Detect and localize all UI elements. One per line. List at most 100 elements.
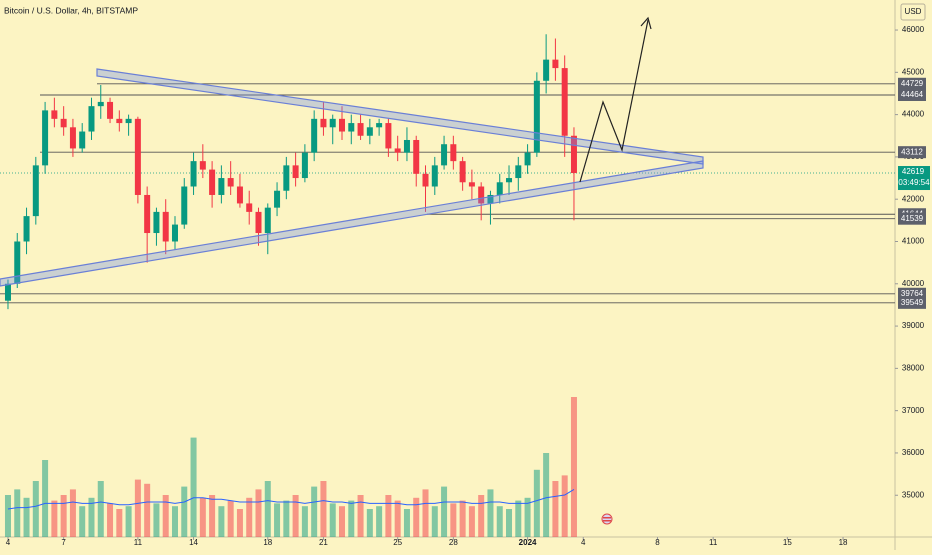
x-tick-label: 15 [783,538,792,547]
candle-body [348,123,355,132]
volume-bar [134,479,141,537]
volume-bar [107,503,114,537]
volume-bar [4,495,11,537]
volume-bar [570,397,577,537]
x-tick-label: 28 [449,538,458,547]
x-tick-label: 4 [6,538,11,547]
volume-bar [561,475,568,537]
projection-arrow [579,19,649,183]
volume-bar [524,497,531,537]
volume-bar [246,497,253,537]
candle-body [403,139,410,153]
volume-bar [533,469,540,537]
y-tick-label: 46000 [902,25,925,34]
candle-body [524,152,531,166]
candle-body [23,216,30,242]
candle-body [487,194,494,204]
candle-body [134,118,141,195]
volume-bar [88,497,95,537]
candle-body [125,118,132,124]
candle-body [311,118,318,153]
candle-body [320,118,327,128]
volume-bar [515,500,522,537]
candle-body [283,165,290,191]
volume-bar [441,486,448,537]
volume-bar [125,506,132,537]
volume-bar [496,506,503,537]
candle-body [69,127,76,149]
candle-body [51,110,58,119]
candle-body [385,123,392,149]
candle-body [496,182,503,195]
candle-body [506,178,513,183]
volume-bar [236,509,243,537]
candle-body [366,127,373,136]
volume-bar [329,503,336,537]
level-label-box [898,77,926,90]
candle-body [422,173,429,187]
volume-bar [255,489,262,537]
y-tick-label: 37000 [902,406,925,415]
candle-body [236,186,243,204]
volume-bar [506,509,513,537]
trend-band-lower [0,160,704,287]
volume-bar [487,489,494,537]
currency-label[interactable]: USD [905,7,922,16]
volume-bar [79,506,86,537]
currency-box[interactable] [900,3,926,21]
volume-bar [413,497,420,537]
volume-bar [264,481,271,537]
volume-bar [60,495,67,537]
volume-bar [153,503,160,537]
volume-bar [227,500,234,537]
x-tick-label: 2024 [519,538,537,547]
volume-bar [376,506,383,537]
y-tick-label: 36000 [902,448,925,457]
candle-body [376,123,383,128]
volume-bar [348,500,355,537]
candle-body [181,186,188,225]
volume-bar [357,495,364,537]
y-tick-label: 44000 [902,110,925,119]
y-tick-label: 41000 [902,237,925,246]
volume-bar [431,506,438,537]
candle-body [478,186,485,204]
x-tick-label: 4 [581,538,586,547]
volume-bar [162,495,169,537]
volume-bar [97,481,104,537]
x-tick-label: 14 [189,538,198,547]
volume-bar [171,506,178,537]
volume-bar [209,495,216,537]
volume-bar [292,495,299,537]
x-tick-label: 8 [655,538,660,547]
volume-bar [311,486,318,537]
candle-body [339,118,346,132]
candle-body [79,131,86,149]
candle-body [459,161,466,183]
candle-body [570,135,577,174]
candle-body [274,190,281,208]
y-tick-label: 45000 [902,67,925,76]
candle-body [357,123,364,136]
volume-bar [403,509,410,537]
candle-body [561,68,568,136]
level-label-box [898,88,926,101]
candle-body [190,161,197,187]
candle-body [218,178,225,195]
candle-body [264,207,271,234]
level-label: 39764 [901,289,924,298]
last-price-box [898,166,930,191]
volume-bar [199,497,206,537]
level-label-box [898,212,926,225]
volume-bar [320,481,327,537]
volume-bar [459,500,466,537]
x-tick-label: 11 [709,538,718,547]
candle-body [116,118,123,124]
candle-body [97,101,104,107]
candle-body [301,152,308,179]
candle-body [413,139,420,174]
candle-body [329,118,336,128]
x-tick-label: 21 [319,538,328,547]
volume-bar [468,506,475,537]
